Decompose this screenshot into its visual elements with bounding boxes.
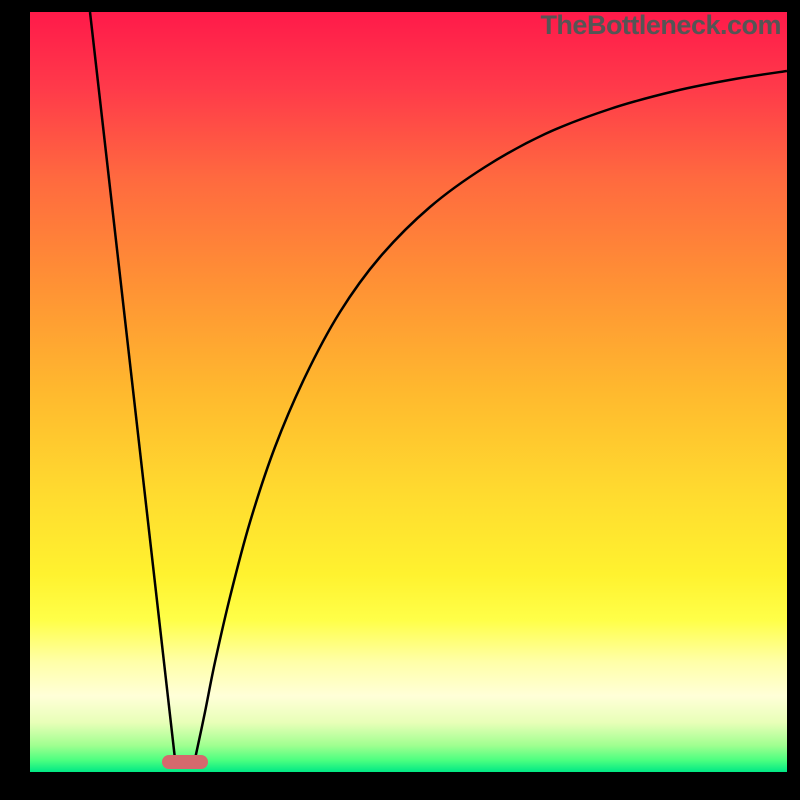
curve-layer bbox=[30, 12, 787, 772]
plot-area bbox=[30, 12, 787, 772]
chart-frame: TheBottleneck.com bbox=[0, 0, 800, 800]
right-curve-path bbox=[195, 71, 787, 759]
left-curve-line bbox=[90, 12, 175, 759]
bottleneck-marker bbox=[162, 755, 208, 769]
watermark-text: TheBottleneck.com bbox=[540, 10, 781, 41]
